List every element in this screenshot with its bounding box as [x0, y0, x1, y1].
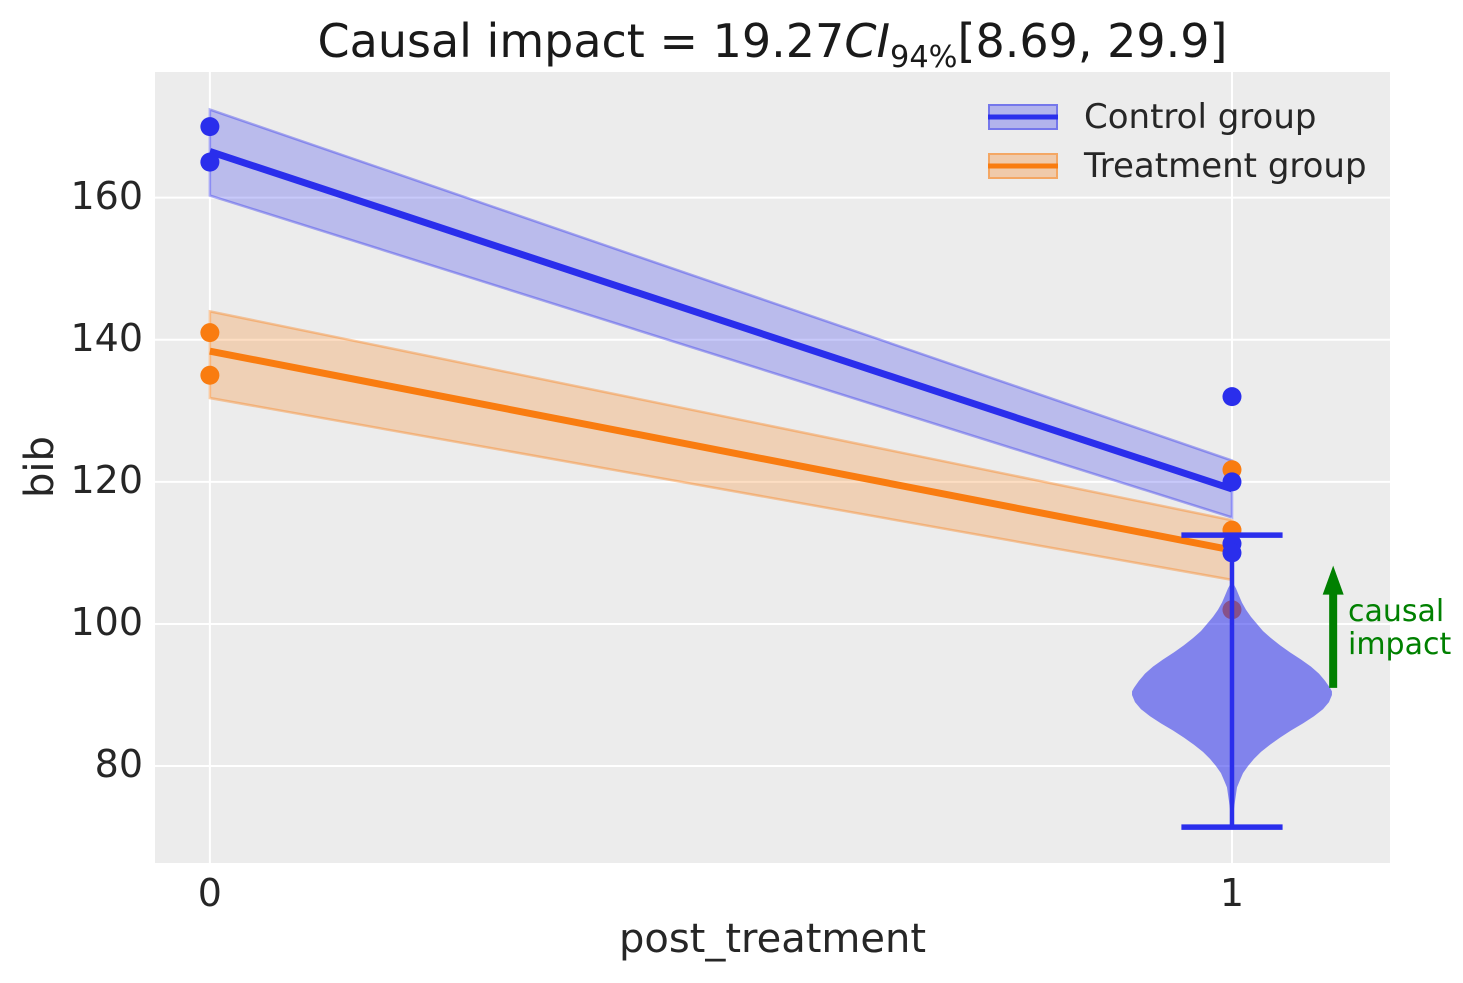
annotation-line-1: causal — [1347, 593, 1445, 629]
treatment-data-point — [200, 365, 220, 385]
y-tick-label: 120 — [70, 458, 143, 503]
x-tick-label: 1 — [1219, 871, 1245, 915]
legend: Control group Treatment group — [988, 92, 1367, 190]
control-data-point — [200, 117, 220, 137]
control-data-point — [200, 152, 220, 172]
treatment-line-swatch — [988, 163, 1058, 168]
control-data-point — [1222, 387, 1242, 407]
control-regression-line — [208, 148, 1234, 493]
title-ci-level: 94% — [890, 40, 958, 76]
x-tick-label: 0 — [197, 871, 222, 915]
title-interval: [8.69, 29.9] — [957, 14, 1228, 68]
causal-impact-arrow-head — [1322, 565, 1344, 595]
legend-label-control: Control group — [1084, 96, 1317, 137]
title-ci-symbol: CI — [844, 14, 891, 68]
legend-item-treatment: Treatment group — [988, 141, 1367, 190]
control-data-point — [1222, 472, 1242, 492]
treatment-data-point — [200, 323, 220, 343]
y-tick-label: 100 — [70, 600, 143, 645]
causal-impact-annotation: causal impact — [1348, 595, 1451, 661]
y-tick-label: 160 — [70, 173, 143, 218]
x-axis-label: post_treatment — [618, 916, 927, 962]
chart-title: Causal impact = 19.27CI94%[8.69, 29.9] — [155, 14, 1390, 75]
y-tick-label: 80 — [94, 742, 143, 787]
y-tick-label: 140 — [70, 315, 143, 360]
title-prefix: Causal impact = 19.27 — [317, 14, 845, 68]
control-line-swatch — [988, 114, 1058, 119]
annotation-line-2: impact — [1347, 626, 1452, 662]
legend-label-treatment: Treatment group — [1084, 145, 1367, 186]
treatment-regression-line — [209, 347, 1233, 554]
legend-item-control: Control group — [988, 92, 1367, 141]
treatment-swatch — [988, 152, 1058, 179]
control-swatch — [988, 103, 1058, 130]
